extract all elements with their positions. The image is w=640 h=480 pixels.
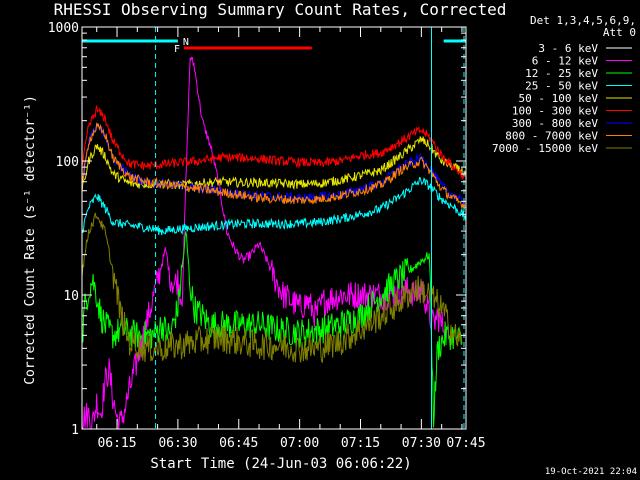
chart-title: RHESSI Observing Summary Count Rates, Co… [54, 0, 507, 19]
legend-label-2: 12 - 25 keV [525, 67, 598, 80]
y-tick-label-0: 1 [71, 423, 79, 438]
y-tick-label-1: 10 [63, 289, 79, 304]
series-line-100-300-kev [81, 104, 467, 181]
legend-header-1: Att 0 [603, 26, 636, 39]
series-line-800-7000-kev [81, 122, 466, 209]
legend-header-0: Det 1,3,4,5,6,9, [530, 14, 636, 27]
flag-label-n: N [183, 37, 189, 48]
legend-label-1: 6 - 12 keV [532, 55, 599, 68]
x-tick-label-5: 07:30 [402, 436, 441, 451]
legend-label-7: 800 - 7000 keV [505, 130, 598, 143]
x-tick-label-6: 07:45 [446, 436, 485, 451]
x-tick-label-3: 07:00 [280, 436, 319, 451]
legend-label-8: 7000 - 15000 keV [492, 142, 598, 155]
legend-label-6: 300 - 800 keV [512, 117, 598, 130]
x-tick-label-0: 06:15 [97, 436, 136, 451]
x-tick-label-1: 06:30 [158, 436, 197, 451]
series-line-7000-15000-kev [81, 212, 463, 364]
y-tick-label-2: 100 [56, 155, 79, 170]
series-line-25-50-kev [81, 176, 467, 236]
plot-frame [81, 26, 467, 430]
timestamp: 19-Oct-2021 22:04 [545, 467, 637, 477]
x-tick-label-2: 06:45 [219, 436, 258, 451]
flag-label-f: F [174, 44, 180, 55]
legend-label-4: 50 - 100 keV [519, 92, 599, 105]
y-tick-label-3: 1000 [48, 21, 79, 36]
series-line-50-100-kev [81, 136, 467, 192]
legend-label-5: 100 - 300 keV [512, 105, 598, 118]
x-axis-label: Start Time (24-Jun-03 06:06:22) [150, 456, 411, 472]
legend-label-0: 3 - 6 keV [538, 42, 598, 55]
series-line-12-25-kev [81, 231, 463, 428]
y-axis-label: Corrected Count Rate (s⁻¹ detector⁻¹) [23, 95, 38, 385]
legend-label-3: 25 - 50 keV [525, 80, 598, 93]
x-tick-label-4: 07:15 [341, 436, 380, 451]
